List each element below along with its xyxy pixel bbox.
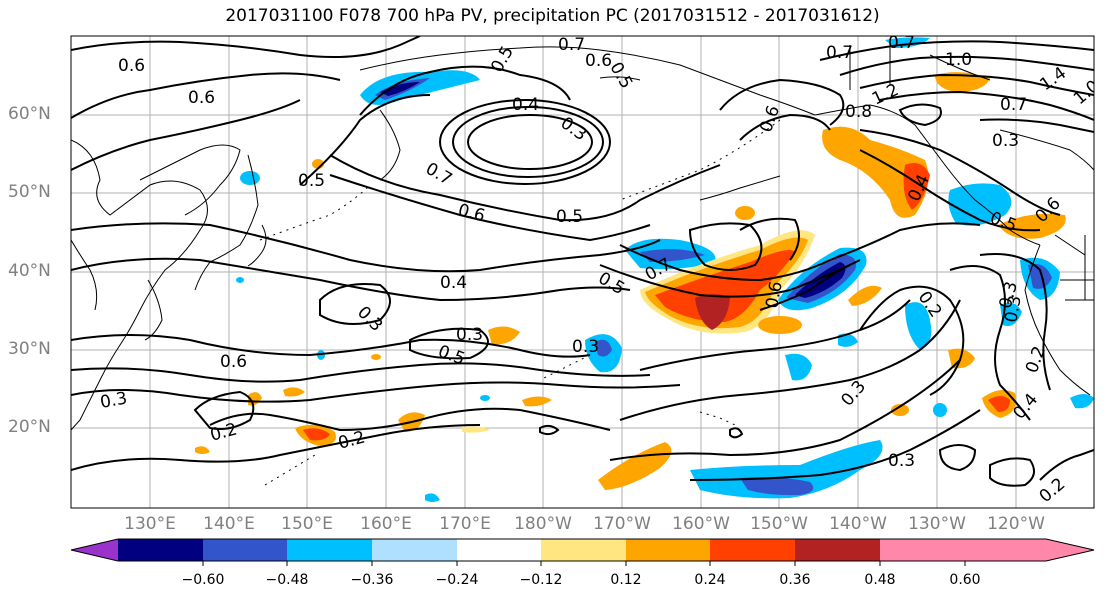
colorbar-tick-label: −0.24 [435, 572, 479, 588]
lon-label: 120°W [987, 514, 1045, 534]
contour-label: 0.3 [992, 131, 1019, 151]
contour-label: 0.4 [512, 95, 539, 115]
lon-label: 150°W [750, 514, 808, 534]
lat-label: 30°N [8, 339, 51, 359]
lat-label: 50°N [8, 182, 51, 202]
pv-contours [71, 36, 1094, 487]
lon-label: 140°W [829, 514, 887, 534]
island-chain [259, 119, 781, 486]
lon-label: 130°W [908, 514, 966, 534]
contour-label: 0.7 [826, 43, 853, 63]
contour-label: 0.6 [188, 88, 215, 108]
colorbar-segment [626, 539, 710, 561]
lon-label: 140°E [203, 514, 255, 534]
colorbar-segment [541, 539, 626, 561]
map-title: 2017031100 F078 700 hPa PV, precipitatio… [225, 6, 880, 26]
coastlines [71, 40, 1094, 431]
contour-label: 0.6 [118, 56, 145, 76]
contour-label: 0.7 [558, 35, 585, 55]
colorbar-tick-label: −0.48 [265, 572, 309, 588]
lat-label: 60°N [8, 104, 51, 124]
contour-label: 1.0 [945, 50, 972, 70]
lon-label: 180°W [514, 514, 572, 534]
colorbar-segment [457, 539, 541, 561]
contour-label: 0.8 [845, 102, 872, 122]
contour-label: 0.5 [556, 207, 583, 227]
colorbar-segment [372, 539, 457, 561]
contour-label: 0.6 [762, 280, 786, 310]
contour-label: 0.3 [456, 325, 483, 345]
colorbar-extend-low [71, 539, 118, 561]
contour-label: 0.6 [220, 352, 247, 372]
contour-label: 0.3 [1001, 294, 1025, 324]
colorbar-segment [795, 539, 880, 561]
contour-label: 0.7 [888, 33, 915, 53]
colorbar-tick-label: 0.60 [949, 572, 981, 588]
lon-label: 130°E [124, 514, 176, 534]
colorbar-extend-high [880, 539, 1094, 561]
map-frame [70, 35, 1095, 509]
colorbar [70, 538, 1095, 566]
contour-label: 0.7 [1000, 95, 1027, 115]
colorbar-tick-label: −0.12 [519, 572, 563, 588]
colorbar-outline [70, 538, 1095, 562]
colorbar-segment [287, 539, 372, 561]
colorbar-tick-label: 0.48 [864, 572, 896, 588]
colorbar-segment [203, 539, 287, 561]
lon-label: 150°E [281, 514, 333, 534]
contour-label: 0.3 [572, 337, 599, 357]
contour-label: 0.3 [99, 389, 129, 413]
contour-label: 0.6 [585, 51, 612, 71]
colorbar-segment [710, 539, 795, 561]
lon-label: 160°W [672, 514, 730, 534]
colorbar-tick-label: 0.12 [610, 572, 642, 588]
lat-label: 20°N [8, 417, 51, 437]
lon-label: 170°W [593, 514, 651, 534]
colorbar-tick-label: −0.60 [181, 572, 225, 588]
contour-label: 0.4 [440, 273, 467, 293]
lon-label: 170°E [439, 514, 491, 534]
colorbar-tick-label: 0.24 [694, 572, 726, 588]
lon-label: 160°E [360, 514, 412, 534]
colorbar-tick-label: −0.36 [350, 572, 394, 588]
contour-label: 0.3 [888, 451, 915, 471]
contour-label: 0.5 [298, 171, 325, 191]
colorbar-tick-label: 0.36 [779, 572, 811, 588]
colorbar-segment [118, 539, 203, 561]
lat-label: 40°N [8, 261, 51, 281]
